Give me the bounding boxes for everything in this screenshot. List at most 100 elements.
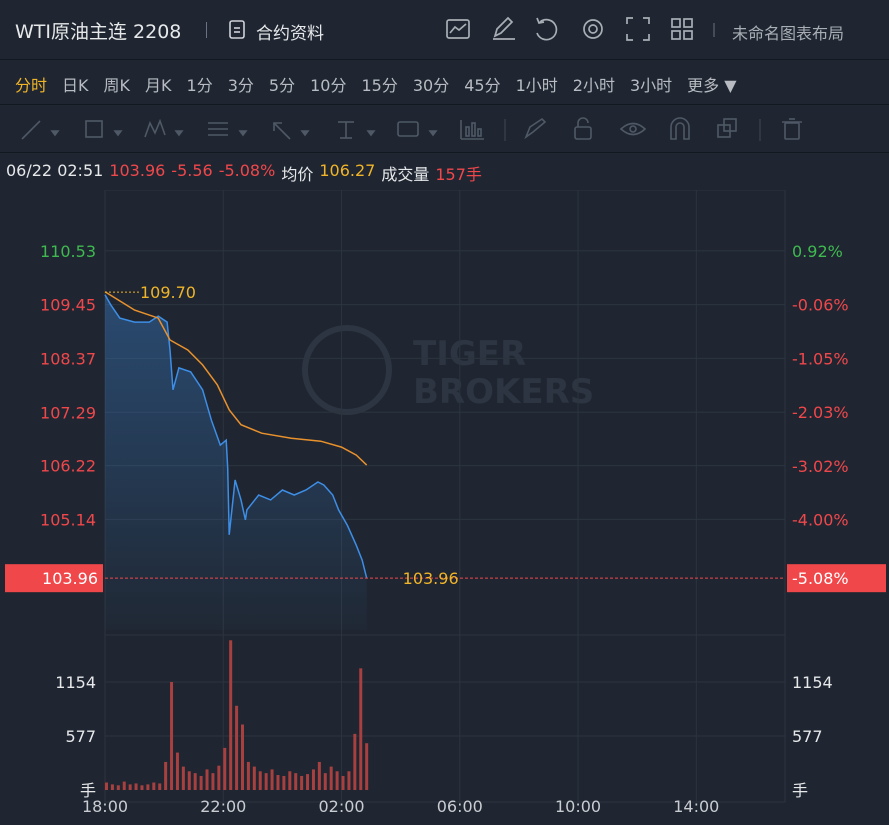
volume-bar xyxy=(252,766,256,790)
volume-bar xyxy=(317,761,321,790)
volume-bar xyxy=(288,771,292,790)
arrow-tool[interactable] xyxy=(273,122,310,140)
quote-avg: 106.27 xyxy=(319,161,376,180)
quote-volume-label: 成交量 xyxy=(381,165,430,184)
volume-bar xyxy=(193,773,197,790)
grid-icon[interactable] xyxy=(671,18,693,40)
x-tick-label: 18:00 xyxy=(82,797,128,816)
volume-bar xyxy=(246,761,250,790)
watermark-text: TIGER xyxy=(413,334,526,374)
volume-bar xyxy=(300,775,304,790)
y-tick-label: 105.14 xyxy=(40,510,96,529)
period-tab[interactable]: 45分 xyxy=(464,76,501,95)
layout-name[interactable]: 未命名图表布局 xyxy=(732,24,845,43)
chart-icon[interactable] xyxy=(446,19,470,39)
last-pct-label: -5.08% xyxy=(792,569,849,588)
y2-tick-label: -1.05% xyxy=(792,350,849,369)
y-tick-label: 110.53 xyxy=(40,242,96,261)
period-tab[interactable]: 分时 xyxy=(15,76,48,95)
volume-bar xyxy=(353,733,357,790)
volume-bar xyxy=(329,766,333,790)
fib-tool[interactable] xyxy=(208,122,248,137)
wave-tool[interactable] xyxy=(144,118,184,138)
y-tick-label: 106.22 xyxy=(40,457,96,476)
volume-bar xyxy=(116,785,120,790)
delete-tool[interactable] xyxy=(782,118,802,140)
volume-bar xyxy=(323,773,327,790)
period-tab[interactable]: 10分 xyxy=(310,76,347,95)
edit-icon[interactable] xyxy=(493,16,515,40)
volume-bar xyxy=(282,775,286,790)
eye-tool[interactable] xyxy=(619,122,647,136)
separator xyxy=(206,22,207,38)
quote-change-pct: -5.08% xyxy=(218,161,276,180)
copy-tool[interactable] xyxy=(717,118,737,138)
volume-bar xyxy=(181,766,185,790)
price-area xyxy=(105,294,367,630)
volume-tick-label-right: 577 xyxy=(792,727,823,746)
last-pct-box xyxy=(787,564,886,593)
volume-bar xyxy=(105,782,108,790)
volume-bar xyxy=(258,771,262,790)
volume-bar xyxy=(306,774,310,790)
tool-icons xyxy=(21,117,802,141)
volume-bar xyxy=(270,769,274,790)
period-tab[interactable]: 月K xyxy=(145,76,172,95)
period-tab[interactable]: 1小时 xyxy=(515,76,558,95)
period-tab[interactable]: 2小时 xyxy=(572,76,615,95)
volume-unit: 手 xyxy=(80,781,96,800)
settings-icon[interactable] xyxy=(583,19,603,39)
y2-tick-label: -3.02% xyxy=(792,457,849,476)
period-list: 分时 日K 周K 月K 1分 3分 5分 10分 15分 30分 45分 1小时 2小时 3小时 更多 ▼ xyxy=(15,72,752,96)
period-tab[interactable]: 3分 xyxy=(227,76,254,95)
period-tab[interactable]: 1分 xyxy=(186,76,213,95)
fullscreen-icon[interactable] xyxy=(626,17,650,41)
contract-info[interactable]: 合约资料 xyxy=(256,24,324,44)
quote-change: -5.56 xyxy=(171,161,213,180)
volume-bar xyxy=(175,752,179,790)
x-tick-label: 14:00 xyxy=(673,797,719,816)
y-tick-label: 109.45 xyxy=(40,296,96,315)
volume-bar xyxy=(294,773,298,790)
watermark-text: BROKERS xyxy=(413,372,594,412)
volume-bar xyxy=(347,771,351,790)
volume-tick-label: 1154 xyxy=(55,673,96,692)
x-tick-label: 06:00 xyxy=(437,797,483,816)
period-tab[interactable]: 3小时 xyxy=(629,76,673,95)
volume-tick-label: 577 xyxy=(65,727,96,746)
volume-bar xyxy=(152,782,156,790)
watermark-logo xyxy=(302,325,392,415)
period-tab[interactable]: 30分 xyxy=(412,76,450,95)
text-tool[interactable] xyxy=(397,121,438,137)
magnet-tool[interactable] xyxy=(670,117,690,140)
period-tab[interactable]: 日K xyxy=(62,76,89,95)
period-tab[interactable]: 周K xyxy=(103,76,131,95)
measure-tool[interactable] xyxy=(338,121,376,139)
volume-bar xyxy=(128,784,132,790)
indicator-tool[interactable] xyxy=(460,120,484,140)
volume-bar xyxy=(341,775,345,790)
volume-unit-right: 手 xyxy=(792,781,808,800)
y2-tick-label: 0.92% xyxy=(792,242,843,261)
volume-tick-label-right: 1154 xyxy=(792,673,833,692)
lock-tool[interactable] xyxy=(574,117,592,140)
y-tick-label: 108.37 xyxy=(40,349,96,368)
volume-bar xyxy=(122,781,126,790)
price-line xyxy=(104,294,368,579)
line-tool[interactable] xyxy=(21,120,60,140)
drawing-toolbar xyxy=(0,105,889,153)
y2-tick-label: -4.00% xyxy=(792,510,849,529)
period-tab[interactable]: 15分 xyxy=(361,76,398,95)
period-bar: 分时 日K 周K 月K 1分 3分 5分 10分 15分 30分 45分 1小时 2小时 3小时 更多 ▼ xyxy=(0,60,889,105)
volume-bar xyxy=(229,640,233,790)
period-tab[interactable]: 5分 xyxy=(268,76,296,95)
doc-icon xyxy=(229,20,245,39)
rect-tool[interactable] xyxy=(85,120,123,138)
volume-bar xyxy=(170,682,174,790)
volume-bar xyxy=(140,785,144,790)
undo-icon[interactable] xyxy=(536,17,558,41)
brush-tool[interactable] xyxy=(524,117,547,140)
period-tab[interactable]: 更多 ▼ xyxy=(687,76,737,95)
